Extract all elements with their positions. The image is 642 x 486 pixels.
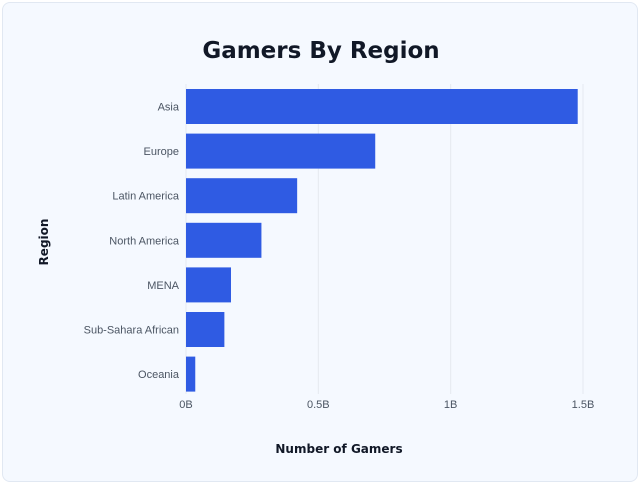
bar-asia[interactable] — [186, 89, 578, 124]
category-label: North America — [109, 235, 180, 247]
x-tick-label: 1.5B — [572, 399, 595, 411]
bar-europe[interactable] — [186, 133, 376, 169]
chart-title: Gamers By Region — [202, 38, 439, 64]
x-tick-label: 0.5B — [307, 399, 330, 411]
x-tick-labels: 0B 0.5B 1B 1.5B — [179, 399, 594, 411]
category-label: Oceania — [138, 369, 180, 381]
bar-north-america[interactable] — [186, 222, 262, 258]
bars — [186, 89, 578, 392]
y-axis-title: Region — [37, 219, 51, 266]
chart-card — [2, 2, 638, 482]
bar-oceania[interactable] — [186, 356, 196, 392]
bar-latin-america[interactable] — [186, 178, 298, 214]
category-label: Sub-Sahara African — [84, 325, 179, 337]
x-axis-title: Number of Gamers — [275, 442, 402, 456]
x-tick-label: 0B — [179, 399, 192, 411]
category-label: Asia — [158, 102, 180, 114]
category-labels: Asia Europe Latin America North America MENA… — [84, 102, 180, 382]
bar-mena[interactable] — [186, 267, 231, 303]
category-label: Europe — [144, 146, 179, 158]
category-label: Latin America — [112, 191, 180, 203]
category-label: MENA — [147, 280, 179, 292]
bar-sub-sahara-african[interactable] — [186, 312, 225, 347]
x-tick-label: 1B — [444, 399, 457, 411]
